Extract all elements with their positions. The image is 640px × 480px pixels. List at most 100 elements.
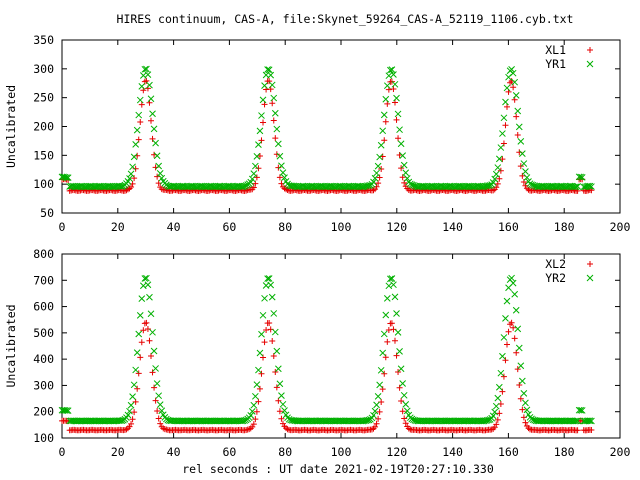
data-point (252, 416, 259, 423)
data-point (490, 425, 497, 432)
x-tick-label: 180 (554, 445, 575, 459)
data-point (387, 275, 394, 283)
data-point (388, 320, 395, 327)
data-point (511, 96, 518, 103)
data-point (273, 384, 280, 391)
data-point (381, 137, 388, 144)
data-point (132, 366, 140, 374)
data-point (259, 96, 267, 104)
data-point (391, 80, 399, 88)
data-point (512, 92, 520, 99)
data-point (384, 338, 391, 345)
data-point (149, 135, 156, 142)
data-point (382, 311, 390, 319)
data-point (136, 312, 144, 319)
data-point (517, 395, 524, 402)
data-point (154, 407, 161, 414)
data-point (270, 94, 278, 102)
data-point (518, 150, 526, 157)
data-point (494, 394, 502, 402)
x-tick-label: 80 (278, 445, 292, 459)
data-point (154, 173, 161, 180)
data-point (511, 335, 518, 342)
data-point (511, 290, 519, 298)
data-point (255, 141, 262, 148)
data-point (250, 170, 258, 178)
data-point (514, 107, 522, 115)
data-point (63, 174, 70, 181)
data-point (385, 326, 392, 333)
data-point (522, 168, 529, 175)
data-point (269, 100, 276, 107)
data-point (380, 330, 388, 338)
y-tick-label: 150 (33, 148, 54, 162)
data-point (253, 153, 261, 160)
data-point (402, 169, 410, 177)
data-point (128, 183, 135, 190)
data-point (495, 155, 503, 163)
data-point (155, 162, 163, 170)
data-point (499, 130, 506, 137)
data-point (152, 397, 159, 404)
data-point (268, 81, 276, 89)
data-point (492, 402, 500, 410)
data-point (517, 362, 525, 370)
data-point (255, 165, 262, 172)
data-point (131, 175, 138, 182)
legend-label-XL2: XL2 (545, 257, 566, 271)
y-tick-label: 700 (33, 273, 54, 287)
plot-panel-1: 0 20 40 60 80 100 120 140 160 180 200 50 100 150 200 25… (4, 33, 630, 234)
data-point (64, 407, 72, 414)
data-point (146, 293, 153, 301)
data-point (393, 94, 400, 102)
data-point (267, 281, 275, 289)
plot-panel-2: 0 20 40 60 80 100 120 140 160 180 200 100 200 300 400 5… (4, 247, 630, 459)
data-point (519, 406, 526, 413)
data-point (399, 152, 407, 159)
data-point (149, 328, 156, 336)
data-point (63, 407, 70, 414)
data-point (394, 329, 402, 336)
data-point (273, 347, 281, 355)
data-point (150, 347, 158, 355)
x-tick-label: 0 (59, 220, 66, 234)
data-point (502, 357, 509, 364)
data-point (514, 325, 522, 333)
data-point (499, 156, 506, 163)
data-point (276, 380, 284, 388)
data-point (156, 401, 164, 408)
data-point (123, 426, 130, 433)
data-point (523, 174, 531, 181)
data-point (276, 152, 284, 160)
data-point (264, 275, 271, 282)
x-tick-label: 0 (59, 445, 66, 459)
data-point (504, 103, 511, 110)
data-point (503, 84, 511, 92)
data-point (275, 397, 282, 404)
legend-marker-XL2 (587, 261, 593, 267)
x-tick-label: 60 (222, 445, 236, 459)
data-point (396, 348, 403, 355)
series-XL1 (59, 77, 595, 194)
plots-group: 0 20 40 60 80 100 120 140 160 180 2005010015020025… (4, 33, 630, 459)
data-point (510, 84, 517, 91)
data-point (279, 169, 287, 177)
data-point (275, 365, 282, 373)
data-point (396, 126, 403, 134)
data-point (272, 135, 279, 142)
data-point (258, 137, 265, 144)
data-point (134, 385, 141, 392)
data-point (382, 354, 389, 361)
data-point (270, 310, 278, 317)
x-tick-label: 100 (331, 445, 352, 459)
data-point (372, 423, 379, 430)
data-point (512, 306, 520, 314)
data-point (132, 165, 139, 172)
data-point (151, 384, 158, 391)
data-point (394, 110, 402, 118)
data-point (588, 183, 595, 190)
data-point (155, 415, 162, 422)
data-point (382, 118, 389, 125)
data-point (251, 392, 259, 400)
